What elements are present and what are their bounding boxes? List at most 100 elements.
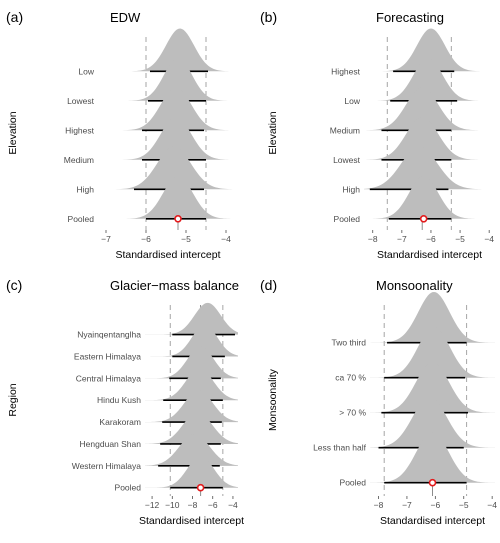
- density-ridge: [98, 58, 238, 101]
- density-ridge: [145, 346, 238, 379]
- x-tick-label: −8: [368, 234, 378, 244]
- y-axis-title: Monsoonality: [267, 368, 279, 431]
- x-axis-title: Standardised intercept: [139, 515, 244, 527]
- ridge-row: [145, 302, 238, 339]
- category-tick-label: High: [77, 184, 95, 194]
- category-tick-label: Low: [78, 66, 94, 76]
- category-tick-label: Highest: [65, 125, 94, 135]
- x-tick-label: −8: [188, 500, 198, 510]
- density-ridge: [370, 431, 495, 483]
- x-tick-label: −4: [221, 234, 231, 244]
- chart-panel-1: (a) EDW Elevation Standardised intercept Low…: [6, 9, 238, 261]
- category-tick-label: Hindu Kush: [97, 395, 141, 405]
- median-point: [174, 214, 182, 223]
- density-ridge: [145, 302, 238, 335]
- category-tick-label: Hengduan Shan: [80, 439, 142, 449]
- panel-letter: (d): [260, 277, 277, 293]
- density-ridge: [364, 87, 495, 131]
- category-tick-label: Low: [344, 96, 360, 106]
- x-tick-label: −12: [145, 500, 160, 510]
- category-tick-label: Less than half: [313, 443, 367, 453]
- x-axis-title: Standardised intercept: [115, 249, 220, 261]
- category-tick-label: Karakoram: [99, 417, 141, 427]
- x-tick-label: −7: [402, 500, 412, 510]
- chart-panel-2: (b) Forecasting Elevation Standardised inte…: [260, 9, 495, 261]
- panel-letter: (a): [6, 9, 23, 25]
- chart-panel-3: (c) Glacier−mass balance Region Standardise…: [6, 277, 244, 527]
- x-tick-label: −5: [459, 500, 469, 510]
- x-tick-label: −4: [487, 500, 497, 510]
- x-axis-title: Standardised intercept: [377, 249, 482, 261]
- density-ridge: [145, 390, 238, 423]
- category-tick-label: Highest: [331, 66, 360, 76]
- x-tick-label: −4: [228, 500, 238, 510]
- panel-title: Glacier−mass balance: [110, 278, 239, 293]
- x-axis-title: Standardised intercept: [380, 515, 485, 527]
- category-tick-label: Pooled: [68, 214, 95, 224]
- density-ridge: [98, 176, 238, 219]
- density-ridge: [98, 87, 238, 131]
- ridge-row: [98, 28, 238, 76]
- category-tick-label: High: [343, 184, 361, 194]
- panel-title: Forecasting: [376, 10, 444, 25]
- category-tick-label: ca 70 %: [335, 373, 366, 383]
- x-tick-label: −4: [484, 234, 494, 244]
- x-tick-label: −7: [397, 234, 407, 244]
- panel-letter: (b): [260, 9, 277, 25]
- density-ridge: [370, 361, 495, 413]
- density-ridge: [145, 412, 238, 444]
- panel-title: Monsoonality: [376, 278, 453, 293]
- category-tick-label: Nyainqentanglha: [77, 330, 141, 340]
- median-point: [419, 214, 428, 223]
- density-ridge: [98, 117, 238, 160]
- density-ridge: [98, 28, 238, 72]
- category-tick-label: > 70 %: [339, 408, 366, 418]
- density-ridge: [145, 324, 238, 357]
- density-ridge: [145, 434, 238, 466]
- x-tick-label: −6: [141, 234, 151, 244]
- category-tick-label: Medium: [64, 155, 94, 165]
- density-ridge: [370, 396, 495, 448]
- category-tick-label: Central Himalaya: [76, 373, 141, 383]
- y-axis-title: Elevation: [7, 111, 19, 154]
- category-tick-label: Medium: [330, 125, 360, 135]
- ridge-row: [98, 176, 238, 223]
- category-tick-label: Eastern Himalaya: [74, 351, 141, 361]
- chart-panel-4: (d) Monsoonality Monsoonality Standardised …: [260, 277, 497, 527]
- x-tick-label: −10: [165, 500, 180, 510]
- density-ridge: [364, 58, 495, 101]
- median-point: [428, 478, 437, 487]
- panel-title: EDW: [110, 10, 141, 25]
- density-ridge: [370, 326, 495, 378]
- density-ridge: [364, 117, 495, 160]
- category-tick-label: Pooled: [334, 214, 361, 224]
- x-tick-label: −6: [430, 500, 440, 510]
- x-tick-label: −7: [101, 234, 111, 244]
- ridge-row: [370, 431, 495, 487]
- x-tick-label: −6: [208, 500, 218, 510]
- x-tick-label: −8: [374, 500, 384, 510]
- category-tick-label: Pooled: [340, 478, 367, 488]
- x-tick-label: −5: [455, 234, 465, 244]
- x-tick-label: −6: [426, 234, 436, 244]
- density-ridge: [364, 28, 495, 72]
- panel-letter: (c): [6, 277, 22, 293]
- ridge-row: [145, 455, 238, 492]
- x-tick-label: −5: [181, 234, 191, 244]
- category-tick-label: Pooled: [115, 483, 142, 493]
- ridge-row: [364, 176, 495, 223]
- density-ridge: [145, 368, 238, 401]
- category-tick-label: Western Himalaya: [72, 461, 142, 471]
- density-ridge: [364, 176, 495, 219]
- category-tick-label: Lowest: [333, 155, 361, 165]
- y-axis-title: Elevation: [267, 111, 279, 154]
- y-axis-title: Region: [7, 383, 19, 416]
- density-ridge: [370, 291, 495, 343]
- density-ridge: [364, 146, 495, 190]
- category-tick-label: Lowest: [67, 96, 95, 106]
- category-tick-label: Two third: [332, 338, 367, 348]
- median-point: [196, 483, 205, 492]
- density-ridge: [98, 146, 238, 190]
